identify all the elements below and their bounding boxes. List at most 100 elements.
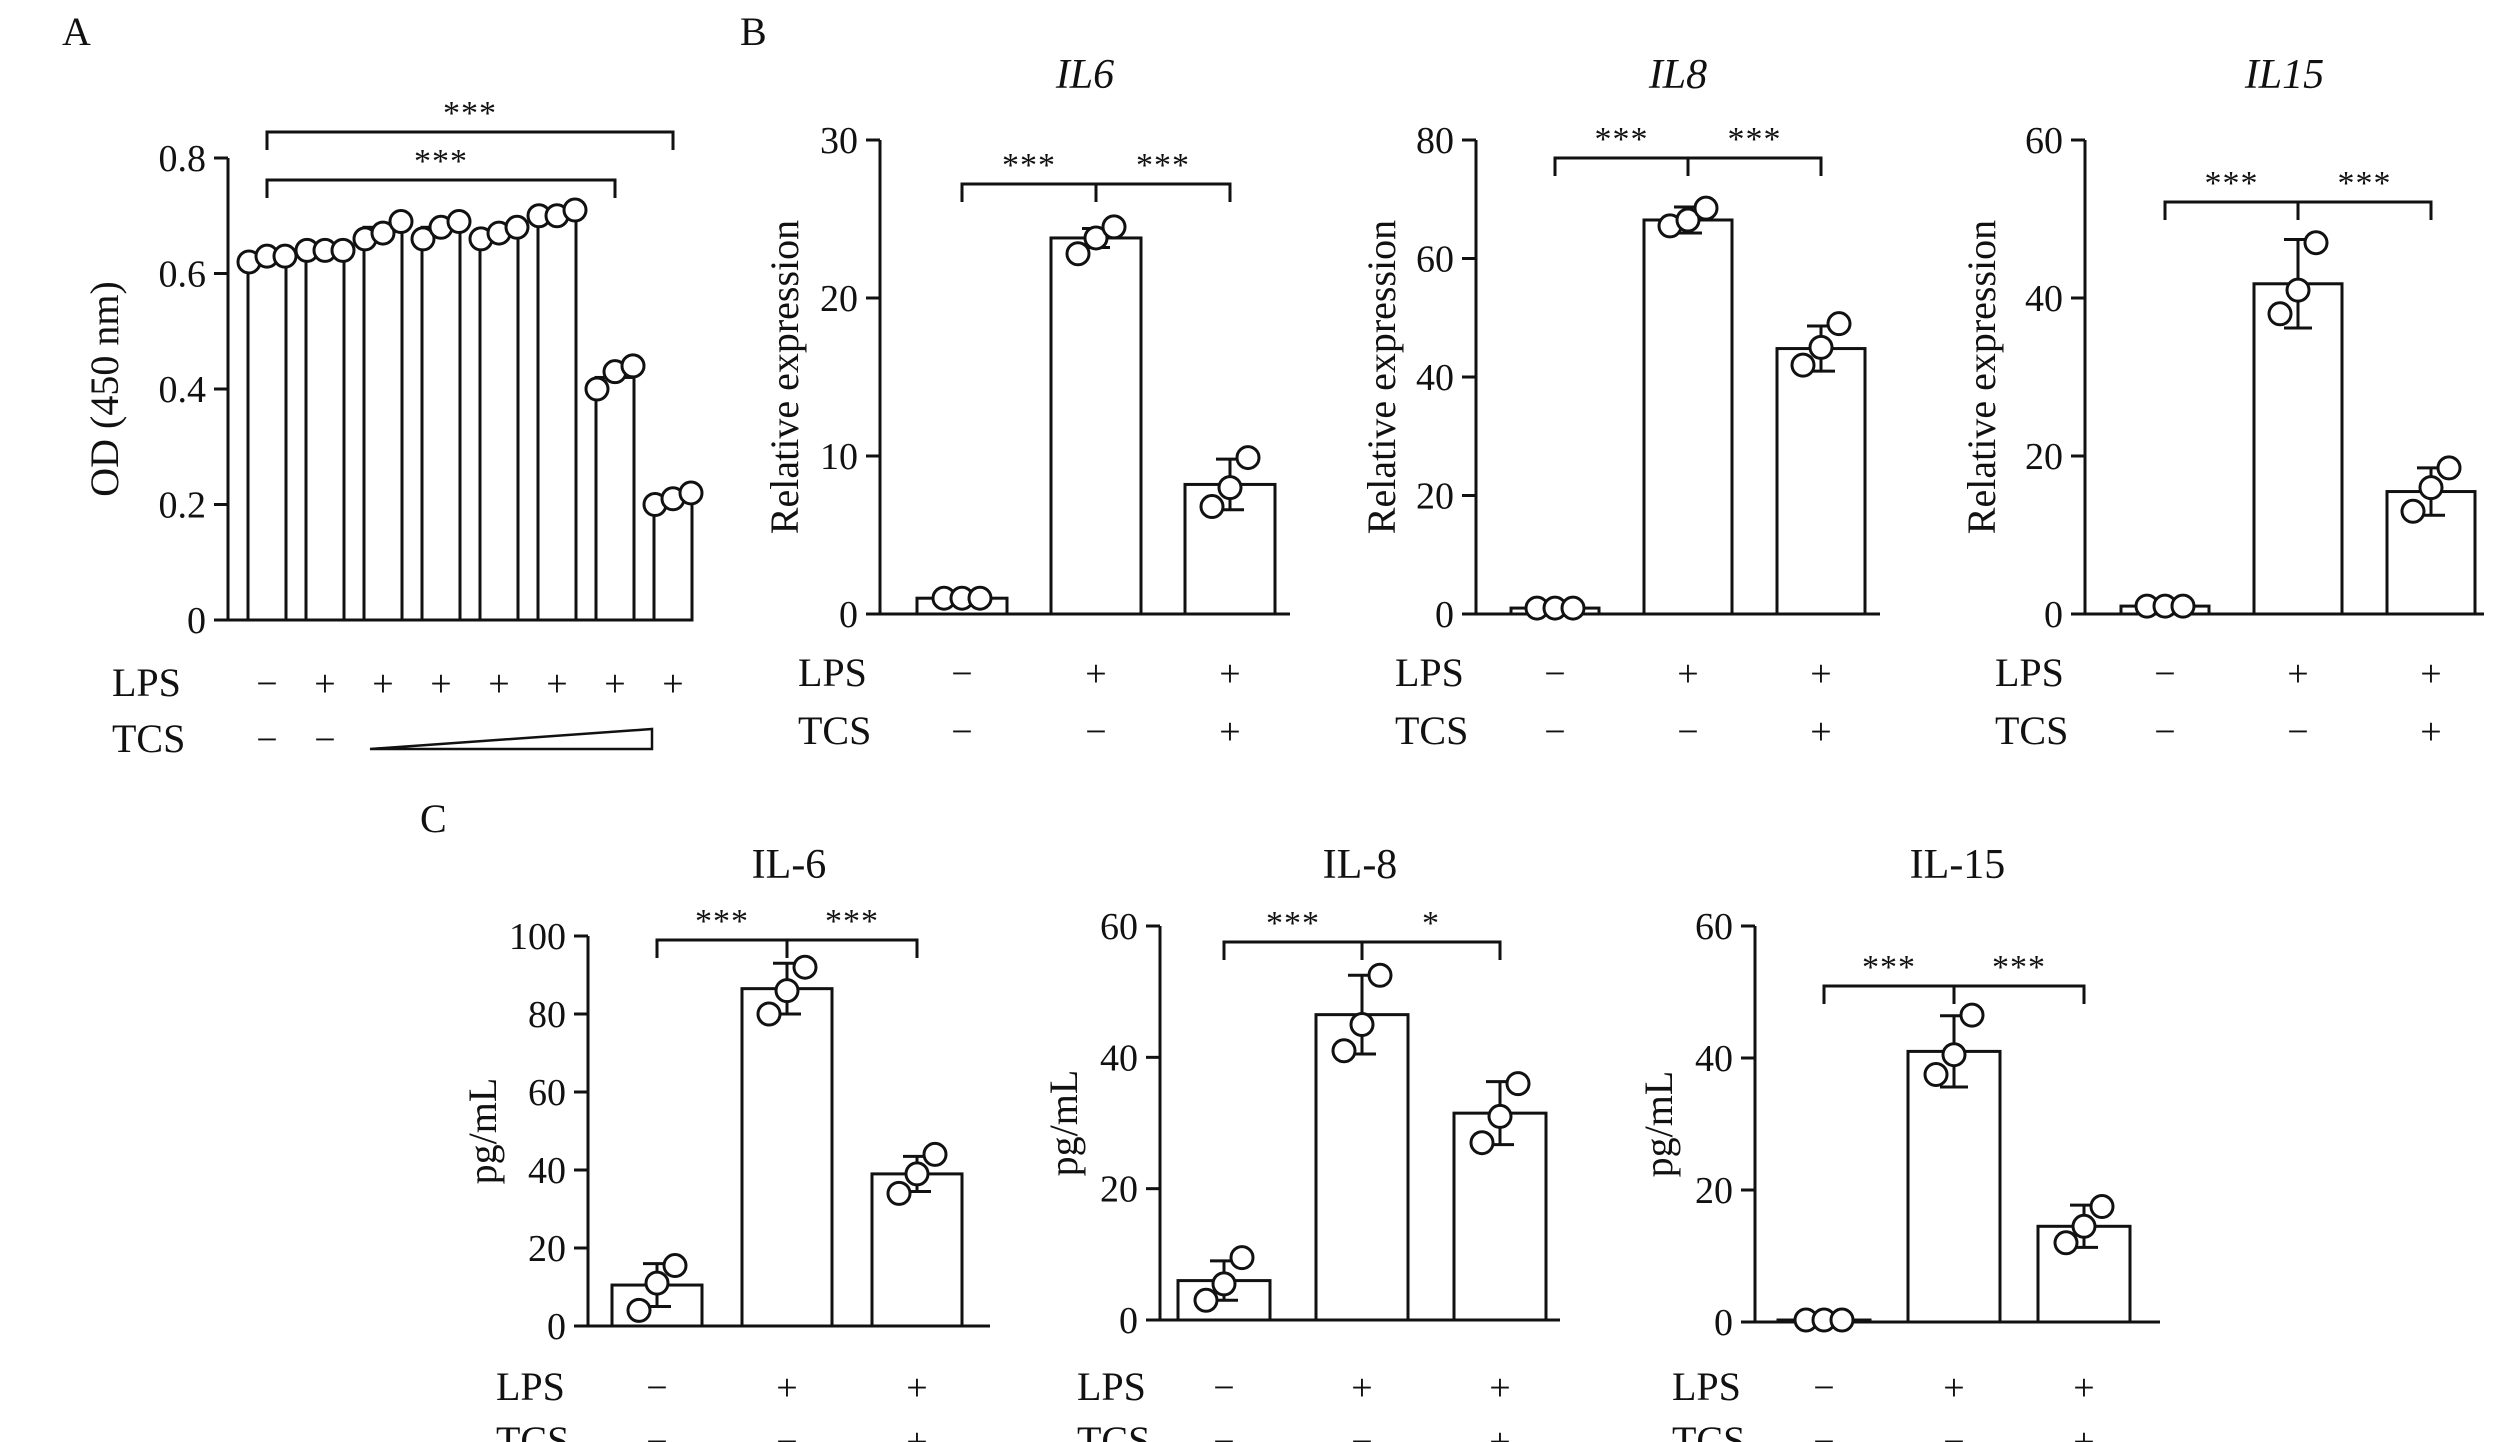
- data-point: [388, 209, 414, 235]
- data-point: [1229, 1245, 1255, 1271]
- significance-bracket: [265, 130, 675, 150]
- y-tick-label: 80: [1416, 120, 1454, 162]
- lps-symbol: +: [662, 663, 683, 705]
- lps-row-label: LPS: [1995, 650, 2064, 695]
- lps-symbol: +: [1085, 653, 1106, 695]
- significance-label: ***: [2205, 165, 2259, 202]
- y-tick-label: 20: [820, 278, 858, 320]
- data-point: [1675, 207, 1701, 233]
- lps-symbol: +: [1351, 1367, 1372, 1409]
- data-point: [2400, 498, 2426, 524]
- tcs-row-label: TCS: [798, 708, 871, 753]
- tcs-symbol: −: [1544, 711, 1565, 753]
- y-tick-label: 60: [528, 1072, 566, 1114]
- tcs-row-label: TCS: [1995, 708, 2068, 753]
- y-tick-label: 0.4: [159, 369, 207, 411]
- significance-bracket: [1553, 156, 1690, 176]
- data-point: [774, 978, 800, 1004]
- data-point: [2170, 593, 2196, 619]
- tcs-symbol: −: [2287, 711, 2308, 753]
- data-point: [1235, 445, 1261, 471]
- lps-row-label: LPS: [1672, 1364, 1741, 1409]
- chart-title: IL-15: [1910, 842, 2006, 888]
- significance-label: *: [1422, 905, 1440, 942]
- data-point: [1829, 1307, 1855, 1333]
- bar: [246, 254, 288, 622]
- significance-bracket: [265, 178, 617, 198]
- data-point: [644, 1270, 670, 1296]
- data-point: [1217, 475, 1243, 501]
- data-point: [2053, 1230, 2079, 1256]
- y-tick-label: 40: [528, 1150, 566, 1192]
- y-tick-label: 0: [839, 594, 858, 636]
- data-point: [446, 209, 472, 235]
- tcs-symbol: −: [646, 1421, 667, 1442]
- tcs-symbol: +: [1219, 711, 1240, 753]
- lps-symbol: −: [646, 1367, 667, 1409]
- tcs-symbol: −: [1351, 1421, 1372, 1442]
- chart-b3: IL15 Relative expression 0 20 40 60 *** *** LPS T…: [1959, 52, 2484, 753]
- chart-b1: IL6 Relative expression 0 10 20 30 *** *** LPS TC…: [762, 52, 1290, 753]
- y-tick-label: 0: [187, 600, 206, 642]
- data-point: [904, 1161, 930, 1187]
- y-tick-label: 80: [528, 994, 566, 1036]
- data-point: [1331, 1038, 1357, 1064]
- tcs-gradient-wedge: [369, 727, 654, 751]
- data-point: [792, 954, 818, 980]
- y-tick-label: 0.2: [159, 485, 207, 527]
- bar: [304, 248, 346, 622]
- y-axis-label: pg/mL: [460, 1078, 505, 1185]
- significance-bracket: [2163, 200, 2300, 220]
- lps-symbol: +: [2287, 653, 2308, 695]
- data-point: [2285, 277, 2311, 303]
- bar: [870, 1172, 964, 1328]
- tcs-symbol: −: [1677, 711, 1698, 753]
- data-point: [1193, 1287, 1219, 1313]
- data-point: [504, 214, 530, 240]
- significance-bracket: [1360, 940, 1502, 960]
- tcs-symbol: −: [1813, 1421, 1834, 1442]
- chart-b2: IL8 Relative expression 0 20 40 60 80 *** *** LPS…: [1359, 52, 1880, 753]
- chart-title: IL-6: [752, 842, 827, 888]
- tcs-row-label: TCS: [1077, 1418, 1150, 1442]
- data-point: [2303, 230, 2329, 256]
- y-tick-label: 40: [2025, 278, 2063, 320]
- significance-label: ***: [1136, 147, 1190, 184]
- data-point: [1826, 311, 1852, 337]
- bar: [740, 987, 834, 1328]
- y-tick-label: 30: [820, 120, 858, 162]
- data-point: [1101, 214, 1127, 240]
- y-axis-label: pg/mL: [1636, 1071, 1681, 1178]
- lps-symbol: −: [1544, 653, 1565, 695]
- y-tick-label: 20: [528, 1228, 566, 1270]
- data-point: [272, 243, 298, 269]
- lps-symbol: +: [776, 1367, 797, 1409]
- significance-bracket: [655, 938, 789, 958]
- tcs-symbol: −: [1213, 1421, 1234, 1442]
- y-tick-label: 20: [1100, 1169, 1138, 1211]
- data-point: [1923, 1062, 1949, 1087]
- y-tick-label: 40: [1695, 1038, 1733, 1080]
- lps-symbol: +: [546, 663, 567, 705]
- significance-label: ***: [1862, 949, 1916, 986]
- data-point: [886, 1180, 912, 1206]
- data-point: [2267, 301, 2293, 327]
- bar: [652, 497, 694, 622]
- chart-title: IL15: [2244, 52, 2324, 98]
- chart-title: IL6: [1055, 52, 1114, 98]
- tcs-symbol: −: [951, 711, 972, 753]
- y-tick-label: 40: [1416, 357, 1454, 399]
- significance-bracket: [785, 938, 919, 958]
- bar: [1775, 347, 1867, 616]
- lps-row-label: LPS: [496, 1364, 565, 1409]
- lps-symbol: −: [1813, 1367, 1834, 1409]
- y-axis-label: OD (450 nm): [82, 281, 127, 497]
- lps-symbol: +: [1810, 653, 1831, 695]
- tcs-symbol: −: [256, 719, 277, 761]
- tcs-row-label: TCS: [112, 716, 185, 761]
- significance-bracket: [2296, 200, 2433, 220]
- data-point: [2436, 455, 2462, 481]
- bar: [536, 214, 578, 622]
